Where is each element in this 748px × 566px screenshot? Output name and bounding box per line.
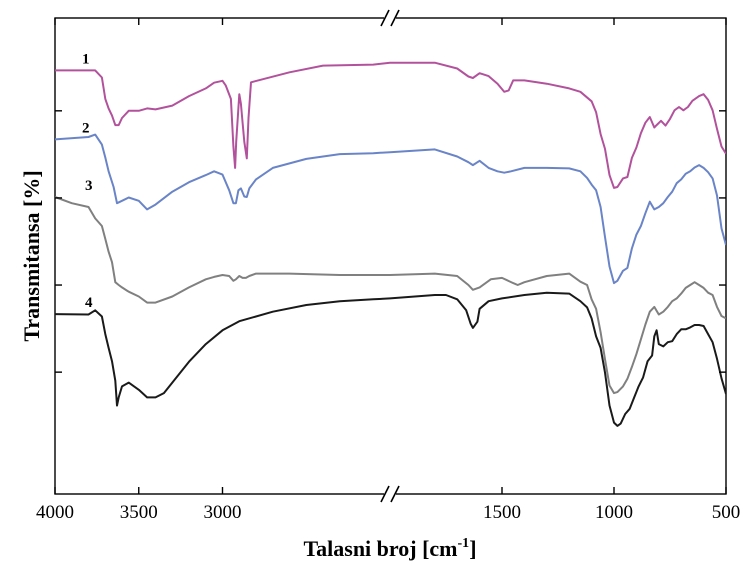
series-label-1: 1: [82, 51, 90, 67]
x-tick-label: 3000: [204, 502, 242, 523]
x-tick-label: 1000: [595, 502, 633, 523]
axis-break-slash-top: [380, 9, 390, 27]
x-tick-label: 3500: [120, 502, 158, 523]
x-axis-title-main: Talasni broj [cm: [303, 536, 457, 561]
axis-break-slash-top: [390, 9, 400, 27]
axis-break-markers: [380, 9, 400, 503]
series-label-3: 3: [85, 178, 93, 194]
series-line-3: [55, 196, 726, 395]
x-tick-label: 4000: [36, 502, 74, 523]
x-tick-label: 500: [712, 502, 741, 523]
axis-break-slash-bottom: [390, 485, 400, 503]
x-axis-title-close: ]: [469, 536, 476, 561]
axis-break-slash-bottom: [380, 485, 390, 503]
series-label-4: 4: [85, 295, 93, 311]
series-label-layer: 1 2 3 4: [82, 51, 93, 311]
series-label-2: 2: [82, 120, 90, 136]
series-line-1: [55, 61, 726, 189]
tick-layer: 4000 3500 3000 1500 1000 500: [36, 18, 740, 523]
x-tick-label: 1500: [483, 502, 521, 523]
x-axis-title-exponent: -1: [458, 536, 470, 551]
series-layer: [55, 61, 726, 427]
plot-frame: [54, 17, 727, 495]
series-line-4: [55, 291, 726, 427]
x-axis-title: Talasni broj [cm-1]: [303, 536, 476, 561]
y-axis-title: Transmitansa [%]: [19, 170, 44, 341]
series-line-2: [55, 133, 726, 285]
